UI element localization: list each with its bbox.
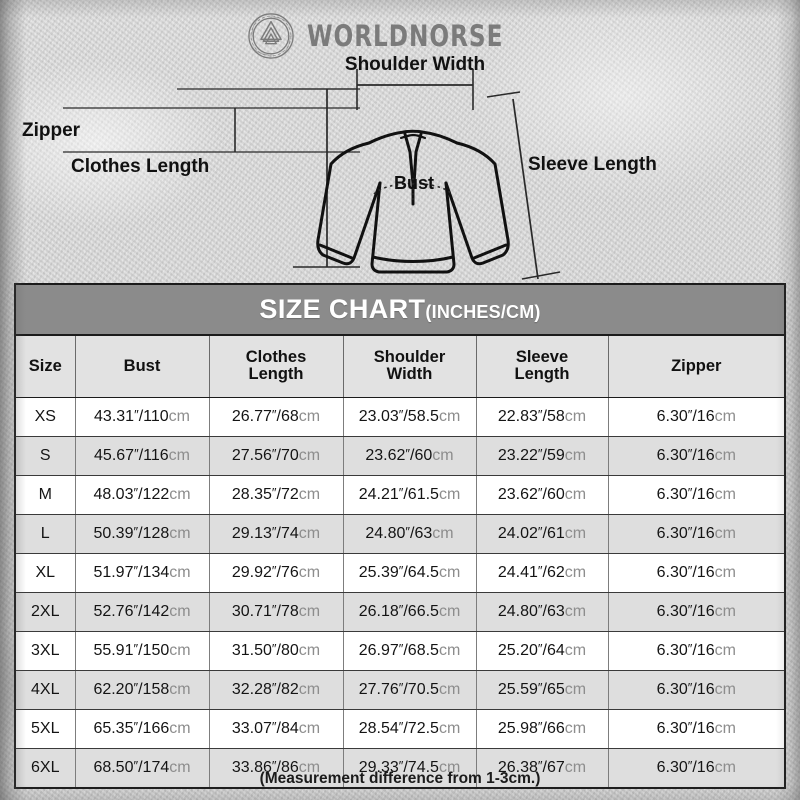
cell-size: L xyxy=(16,514,76,554)
table-row: XL 51.97″/134cm 29.92″/76cm 25.39″/64.5cm 24… xyxy=(16,553,785,593)
cell-zipper: 6.30″/16cm xyxy=(608,436,785,476)
zipper-dimension xyxy=(63,107,360,153)
table-row: XS 43.31″/110cm 26.77″/68cm 23.03″/58.5cm 22… xyxy=(16,397,785,437)
table-header-row: Size Bust Clothes Length Shoulder Width Sl… xyxy=(16,335,785,398)
header-text-shoulder-width: Shoulder Width xyxy=(373,348,446,384)
cell-size: S xyxy=(16,436,76,476)
cell-sleeve-length: 25.20″/64cm xyxy=(476,631,609,671)
column-header-size: Size xyxy=(16,335,76,398)
cell-shoulder-width: 24.21″/61.5cm xyxy=(343,475,477,515)
cell-clothes-length: 27.56″/70cm xyxy=(209,436,344,476)
label-clothes-length: Clothes Length xyxy=(71,156,209,177)
cell-sleeve-length: 24.02″/61cm xyxy=(476,514,609,554)
cell-size: 4XL xyxy=(16,670,76,710)
cell-clothes-length: 32.28″/82cm xyxy=(209,670,344,710)
measurement-footnote: (Measurement difference from 1-3cm.) xyxy=(259,770,541,787)
cell-zipper: 6.30″/16cm xyxy=(608,475,785,515)
header-text-bust: Bust xyxy=(123,356,161,375)
brand-name: WORLDNORSE xyxy=(307,19,504,53)
table-row: 5XL 65.35″/166cm 33.07″/84cm 28.54″/72.5cm 2… xyxy=(16,709,785,749)
cell-shoulder-width: 28.54″/72.5cm xyxy=(343,709,477,749)
cell-clothes-length: 29.13″/74cm xyxy=(209,514,344,554)
cell-sleeve-length: 25.59″/65cm xyxy=(476,670,609,710)
cell-size: XL xyxy=(16,553,76,593)
cell-sleeve-length: 22.83″/58cm xyxy=(476,397,609,437)
cell-size: 5XL xyxy=(16,709,76,749)
table-row: M 48.03″/122cm 28.35″/72cm 24.21″/61.5cm 23.… xyxy=(16,475,785,515)
cell-sleeve-length: 25.98″/66cm xyxy=(476,709,609,749)
cell-shoulder-width: 26.18″/66.5cm xyxy=(343,592,477,632)
cell-bust: 43.31″/110cm xyxy=(75,397,210,437)
cell-sleeve-length: 23.22″/59cm xyxy=(476,436,609,476)
cell-clothes-length: 28.35″/72cm xyxy=(209,475,344,515)
sweatshirt-outline xyxy=(316,129,510,274)
header-text-size: Size xyxy=(28,356,62,375)
label-bust: Bust xyxy=(394,173,434,193)
cell-clothes-length: 26.77″/68cm xyxy=(209,397,344,437)
cell-shoulder-width: 24.80″/63cm xyxy=(343,514,477,554)
cell-clothes-length: 31.50″/80cm xyxy=(209,631,344,671)
cell-shoulder-width: 23.03″/58.5cm xyxy=(343,397,477,437)
cell-shoulder-width: 27.76″/70.5cm xyxy=(343,670,477,710)
column-header-sleeve-length: Sleeve Length xyxy=(476,335,609,398)
cell-clothes-length: 33.07″/84cm xyxy=(209,709,344,749)
table-title-cell: SIZE CHART(INCHES/CM) xyxy=(16,285,785,336)
cell-zipper: 6.30″/16cm xyxy=(608,709,785,749)
size-chart-table-container: SIZE CHART(INCHES/CM) Size Bust Clothes L… xyxy=(14,283,786,789)
garment-diagram-svg: Shoulder Width Zipper Clothes Length Bus… xyxy=(22,54,657,280)
cell-bust: 48.03″/122cm xyxy=(75,475,210,515)
cell-zipper: 6.30″/16cm xyxy=(608,592,785,632)
header-text-sleeve-length: Sleeve Length xyxy=(514,348,570,384)
table-body: XS 43.31″/110cm 26.77″/68cm 23.03″/58.5cm 22… xyxy=(16,397,785,787)
cell-zipper: 6.30″/16cm xyxy=(608,397,785,437)
column-header-zipper: Zipper xyxy=(608,335,785,398)
cell-zipper: 6.30″/16cm xyxy=(608,670,785,710)
garment-measurement-diagram: Shoulder Width Zipper Clothes Length Bus… xyxy=(0,52,800,280)
cell-sleeve-length: 23.62″/60cm xyxy=(476,475,609,515)
size-chart-table: SIZE CHART(INCHES/CM) Size Bust Clothes L… xyxy=(16,285,785,787)
cell-bust: 51.97″/134cm xyxy=(75,553,210,593)
table-title-sub: (INCHES/CM) xyxy=(425,302,541,322)
shoulder-width-dimension xyxy=(356,69,474,110)
cell-bust: 45.67″/116cm xyxy=(75,436,210,476)
cell-sleeve-length: 24.80″/63cm xyxy=(476,592,609,632)
cell-size: 3XL xyxy=(16,631,76,671)
table-row: S 45.67″/116cm 27.56″/70cm 23.62″/60cm 23.22… xyxy=(16,436,785,476)
cell-bust: 50.39″/128cm xyxy=(75,514,210,554)
cell-bust: 62.20″/158cm xyxy=(75,670,210,710)
cell-shoulder-width: 23.62″/60cm xyxy=(343,436,477,476)
cell-size: 2XL xyxy=(16,592,76,632)
header-text-clothes-length: Clothes Length xyxy=(245,348,307,384)
table-row: 3XL 55.91″/150cm 31.50″/80cm 26.97″/68.5cm 2… xyxy=(16,631,785,671)
column-header-shoulder-width: Shoulder Width xyxy=(343,335,477,398)
column-header-clothes-length: Clothes Length xyxy=(209,335,344,398)
table-row: 2XL 52.76″/142cm 30.71″/78cm 26.18″/66.5cm 2… xyxy=(16,592,785,632)
cell-zipper: 6.30″/16cm xyxy=(608,553,785,593)
cell-size: M xyxy=(16,475,76,515)
table-row: L 50.39″/128cm 29.13″/74cm 24.80″/63cm 24.02… xyxy=(16,514,785,554)
column-header-bust: Bust xyxy=(75,335,210,398)
table-title-row: SIZE CHART(INCHES/CM) xyxy=(16,285,785,336)
cell-bust: 65.35″/166cm xyxy=(75,709,210,749)
table-title-main: SIZE CHART xyxy=(259,294,426,324)
cell-shoulder-width: 25.39″/64.5cm xyxy=(343,553,477,593)
cell-shoulder-width: 26.97″/68.5cm xyxy=(343,631,477,671)
cell-size: XS xyxy=(16,397,76,437)
clothes-length-dimension xyxy=(293,88,360,268)
table-row: 4XL 62.20″/158cm 32.28″/82cm 27.76″/70.5cm 2… xyxy=(16,670,785,710)
cell-zipper: 6.30″/16cm xyxy=(608,631,785,671)
label-zipper: Zipper xyxy=(22,120,81,141)
cell-clothes-length: 30.71″/78cm xyxy=(209,592,344,632)
header-text-zipper: Zipper xyxy=(671,356,722,375)
cell-bust: 55.91″/150cm xyxy=(75,631,210,671)
cell-zipper: 6.30″/16cm xyxy=(608,514,785,554)
label-sleeve-length: Sleeve Length xyxy=(528,154,657,175)
cell-sleeve-length: 24.41″/62cm xyxy=(476,553,609,593)
cell-clothes-length: 29.92″/76cm xyxy=(209,553,344,593)
label-shoulder-width: Shoulder Width xyxy=(345,54,485,75)
cell-bust: 52.76″/142cm xyxy=(75,592,210,632)
